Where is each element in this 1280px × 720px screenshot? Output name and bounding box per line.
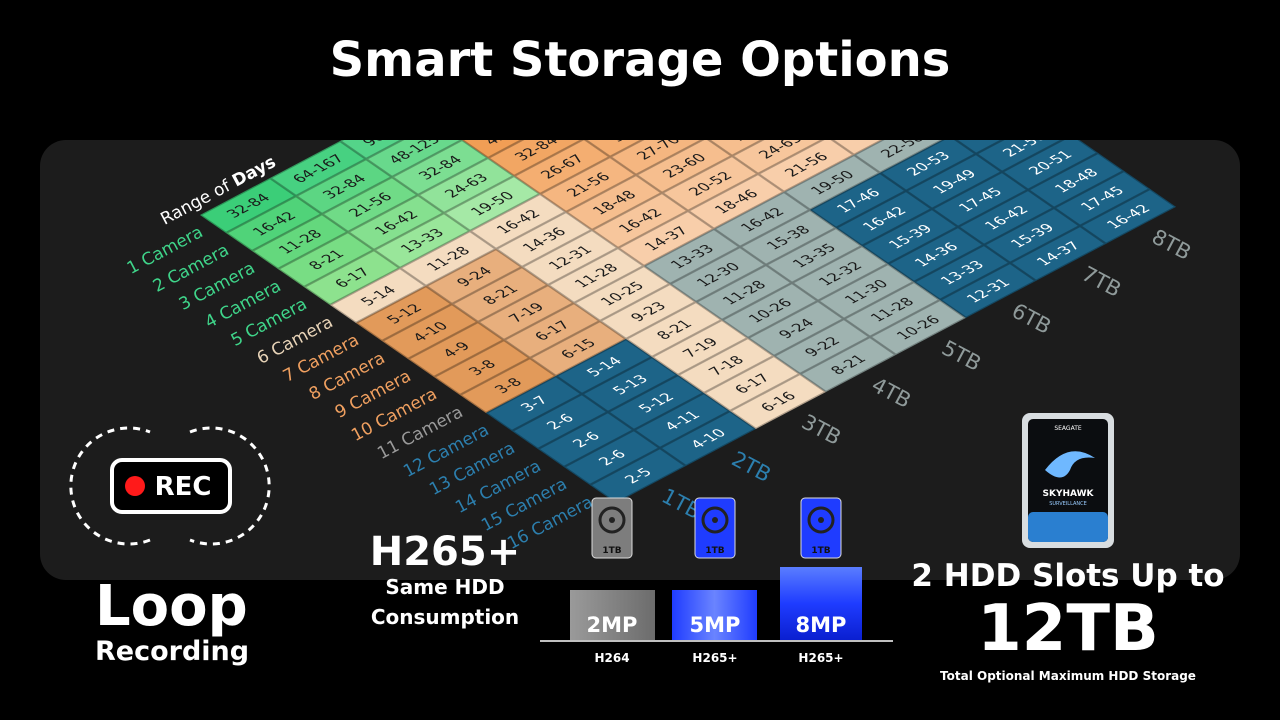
bar-shape: [780, 567, 862, 640]
codec-label: H265+: [798, 651, 843, 665]
codec-sub: Same HDD: [385, 575, 504, 599]
hdd-image: SEAGATE SKYHAWK SURVEILLANCE: [1022, 413, 1114, 548]
bar-shape: [672, 590, 757, 640]
drive-platter: [701, 506, 729, 534]
capacity-label: 7TB: [1078, 262, 1125, 302]
hdd-footnote: Total Optional Maximum HDD Storage: [940, 669, 1196, 683]
bar-label: 2MP: [587, 613, 638, 637]
hdd-line: SURVEILLANCE: [1049, 501, 1087, 507]
heading-prefix: Range of: [158, 176, 235, 230]
drive-label: 1TB: [705, 546, 724, 556]
capacity-label: 6TB: [1008, 299, 1055, 339]
capacity-label: 4TB: [868, 373, 915, 413]
capacity-label: 3TB: [798, 410, 845, 450]
rec-icon: REC: [69, 426, 271, 546]
rec-dot: [125, 476, 145, 496]
hdd-brand: SEAGATE: [1054, 425, 1082, 432]
bar-label: 5MP: [690, 613, 741, 637]
codec-heading: H265+: [370, 529, 521, 575]
rec-box: [110, 458, 232, 514]
hdd-label: [1028, 419, 1108, 542]
codec-label: H265+: [692, 651, 737, 665]
loop-subtitle: Recording: [95, 636, 249, 667]
capacity-label: 5TB: [938, 336, 985, 376]
drive-spindle: [818, 517, 824, 523]
rec-label: REC: [155, 472, 212, 502]
hdd-headline: 2 HDD Slots Up to: [911, 558, 1224, 594]
capacity-label: 8TB: [1148, 225, 1195, 265]
heading-bold: Days: [229, 152, 279, 191]
drive-platter: [807, 506, 835, 534]
bar-shape: [570, 590, 655, 640]
drive-platter: [598, 506, 626, 534]
drive-label: 1TB: [602, 546, 621, 556]
hdd-model: SKYHAWK: [1043, 489, 1095, 499]
drive-spindle: [609, 517, 615, 523]
capacity-label: 2TB: [728, 447, 775, 487]
loop-title: Loop: [95, 574, 248, 639]
codec-label: H264: [594, 651, 629, 665]
bar-label: 8MP: [796, 613, 847, 637]
drive-spindle: [712, 517, 718, 523]
hdd-capacity: 12TB: [977, 592, 1159, 666]
hdd-stripe: [1028, 512, 1108, 542]
title: Smart Storage Options: [330, 32, 951, 88]
codec-sub: Consumption: [371, 605, 519, 629]
drive-label: 1TB: [811, 546, 830, 556]
grid-heading: Range of Days: [158, 152, 280, 229]
hawk-logo: [1045, 451, 1095, 478]
